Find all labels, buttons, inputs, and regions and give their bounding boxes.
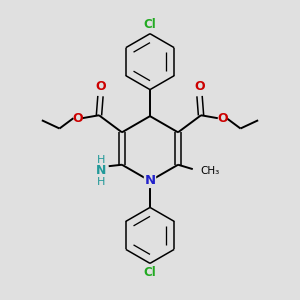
Text: H: H xyxy=(97,177,106,188)
Text: N: N xyxy=(96,164,106,177)
Text: O: O xyxy=(73,112,83,125)
Text: Cl: Cl xyxy=(144,266,156,279)
Text: Cl: Cl xyxy=(144,18,156,31)
Text: O: O xyxy=(95,80,106,93)
Text: H: H xyxy=(97,155,106,165)
Text: N: N xyxy=(144,174,156,188)
Text: O: O xyxy=(194,80,205,93)
Text: O: O xyxy=(217,112,227,125)
Text: CH₃: CH₃ xyxy=(201,166,220,176)
